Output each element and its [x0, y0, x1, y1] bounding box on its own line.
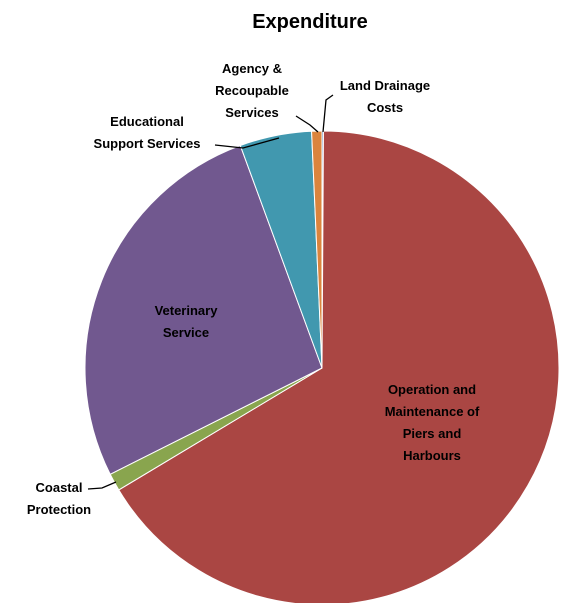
data-label-coastal-protection: Coastal Protection — [27, 480, 91, 517]
data-label-educational-support-services: Educational Support Services — [94, 114, 201, 151]
data-label-operation-and-maintenance-of-piers-and-harbours: Operation and Maintenance of Piers and Harb… — [385, 382, 480, 463]
data-label-veterinary-service: Veterinary Service — [155, 303, 219, 340]
leader-line-coastal-protection — [87, 481, 117, 490]
leader-lines — [87, 94, 334, 490]
pie-slice-operation-and-maintenance-of-piers-and-harbours — [118, 130, 560, 603]
leader-line-land-drainage-costs — [322, 94, 334, 133]
pie-slice-veterinary-service — [84, 144, 323, 475]
leader-line-educational-support-services — [214, 137, 280, 149]
leader-line-agency-and-recoupable-services — [295, 115, 319, 133]
pie-slices — [84, 130, 560, 603]
data-label-land-drainage-costs: Land Drainage Costs — [340, 78, 430, 115]
chart-title: Expenditure — [252, 11, 368, 33]
slice-labels: Land Drainage Costs Operation and Maintenan… — [27, 61, 480, 517]
data-label-agency-and-recoupable-services: Agency & Recoupable Services — [215, 61, 289, 120]
